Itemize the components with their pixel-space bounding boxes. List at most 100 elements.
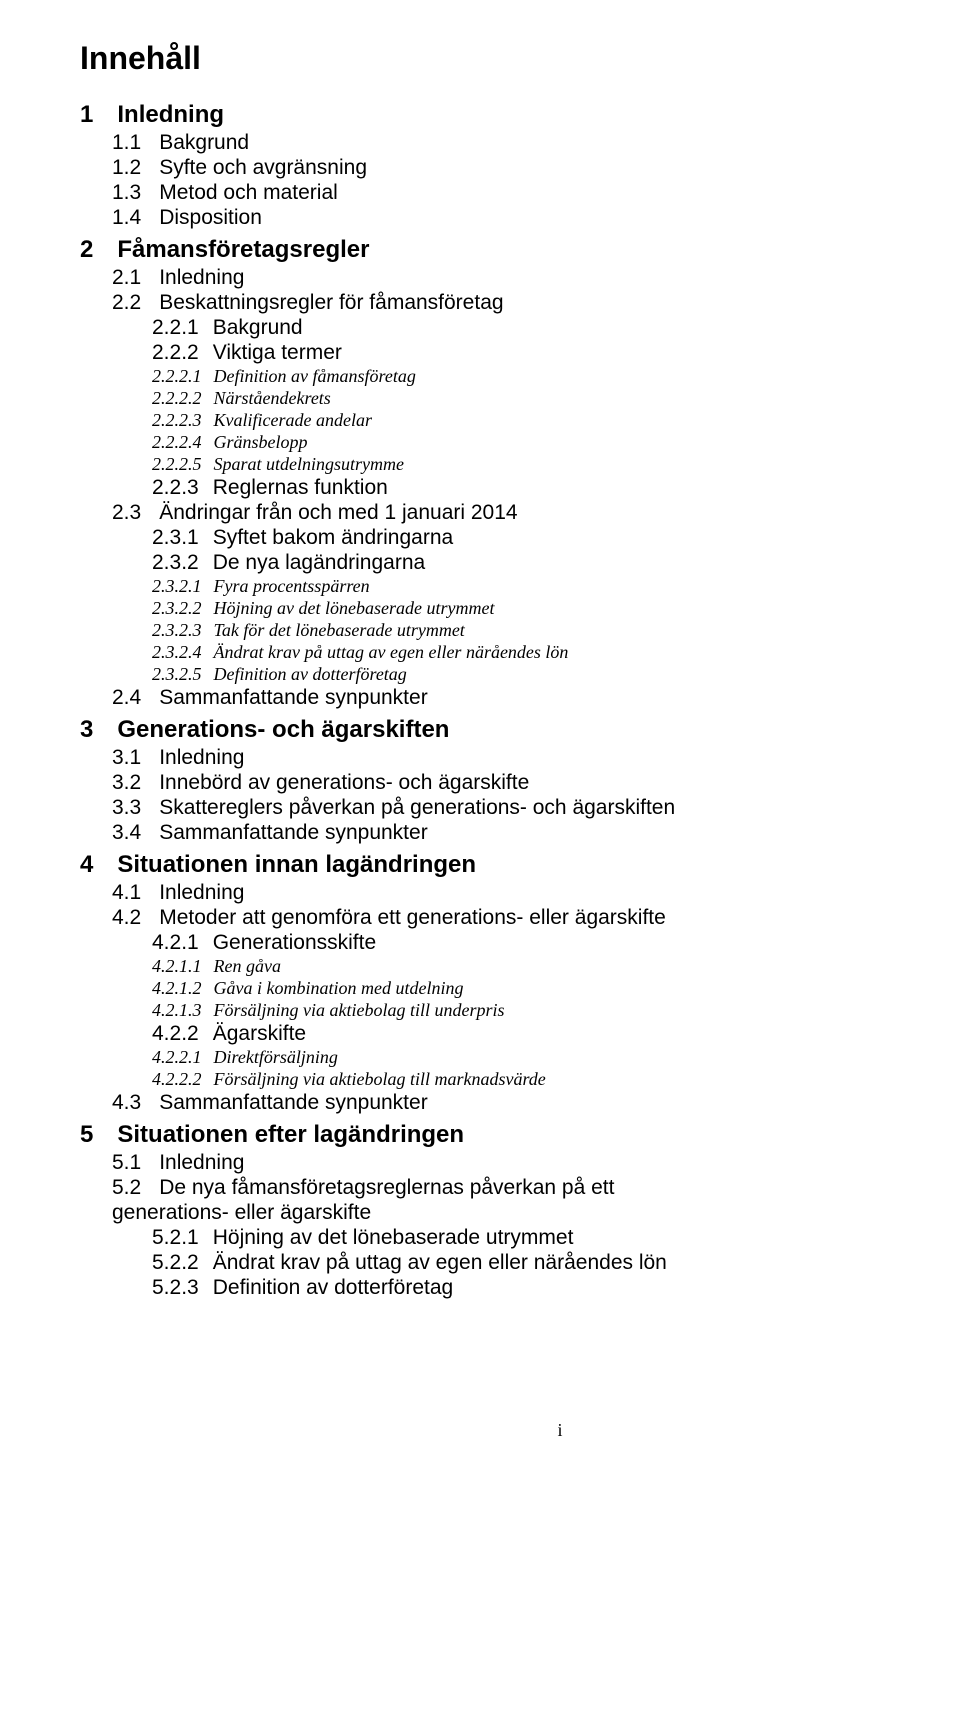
toc-label: Bakgrund — [159, 131, 249, 155]
toc-entry: 2.3.2.2 Höjning av det lönebaserade utrym… — [152, 598, 960, 619]
toc-number: 4.2.1 — [152, 931, 199, 955]
toc-label: Bakgrund — [213, 316, 303, 340]
toc-number: 4.2.2.2 — [152, 1069, 202, 1090]
toc-number: 4.2 — [112, 906, 141, 930]
toc-entry: 4.3Sammanfattande synpunkter29 — [112, 1091, 960, 1115]
toc-entry: 1.1Bakgrund1 — [112, 131, 960, 155]
toc-number: 4.2.2 — [152, 1022, 199, 1046]
toc-label: Tak för det lönebaserade utrymmet — [214, 620, 465, 641]
toc-number: 2.2.2.5 — [152, 454, 202, 475]
toc-number: 2.2 — [112, 291, 141, 315]
toc-number: 2.2.2 — [152, 341, 199, 365]
toc-number: 1.2 — [112, 156, 141, 180]
toc-number: 5 — [80, 1121, 93, 1149]
toc-entry: 4.2.1.2Gåva i kombination med utdelning2… — [152, 978, 960, 999]
toc-label: Försäljning via aktiebolag till marknads… — [214, 1069, 546, 1090]
toc-entry: 5.2De nya fåmansföretagsreglernas påverk… — [112, 1176, 960, 1200]
toc-label: Höjning av det lönebaserade utrymmet — [213, 1226, 574, 1250]
toc-label: Definition av dotterföretag — [213, 1276, 453, 1300]
toc-label: Definition av dotterföretag — [214, 664, 407, 685]
toc-number: 1.1 — [112, 131, 141, 155]
toc-entry: 1Inledning1 — [80, 101, 960, 129]
toc-number: 5.2.3 — [152, 1276, 199, 1300]
toc-label: Gränsbelopp — [214, 432, 308, 453]
toc-number: 2.1 — [112, 266, 141, 290]
toc-number: 4 — [80, 851, 93, 879]
toc-entry: 5.2.1 Höjning av det lönebaserade utrymme… — [152, 1226, 960, 1250]
toc-entry: 5Situationen efter lagändringen30 — [80, 1121, 960, 1149]
toc-label: Ändrat krav på uttag av egen eller näråe… — [213, 1251, 667, 1275]
toc-entry: 2.3.2.1Fyra procentsspärren12 — [152, 576, 960, 597]
toc-number: 1.4 — [112, 206, 141, 230]
toc-label: Fåmansföretagsregler — [117, 236, 369, 264]
toc-label: Gåva i kombination med utdelning — [214, 978, 464, 999]
toc-number: 2.3.2.5 — [152, 664, 202, 685]
toc-number: 2.3.1 — [152, 526, 199, 550]
toc-label: Ändrat krav på uttag av egen eller näråe… — [214, 642, 569, 663]
toc-number: 4.1 — [112, 881, 141, 905]
toc-entry: 2.3.2De nya lagändringarna12 — [152, 551, 960, 575]
toc-label: Beskattningsregler för fåmansföretag — [159, 291, 503, 315]
toc-label: Viktiga termer — [213, 341, 342, 365]
toc-number: 2.2.3 — [152, 476, 199, 500]
toc-number: 2.2.2.2 — [152, 388, 202, 409]
toc-number: 2.2.2.1 — [152, 366, 202, 387]
toc-label: Metoder att genomföra ett generations- e… — [159, 906, 666, 930]
toc-entry: 5.2.3Definition av dotterföretag32 — [152, 1276, 960, 1300]
toc-number: 2.3.2 — [152, 551, 199, 575]
toc-number: 2.2.2.4 — [152, 432, 202, 453]
toc-label: Ägarskifte — [213, 1022, 306, 1046]
toc-label: Syftet bakom ändringarna — [213, 526, 453, 550]
toc-number: 5.2.1 — [152, 1226, 199, 1250]
toc-label: Höjning av det lönebaserade utrymmet — [214, 598, 495, 619]
toc-entry: 2.3.2.3 Tak för det lönebaserade utrymmet… — [152, 620, 960, 641]
toc-label: Försäljning via aktiebolag till underpri… — [214, 1000, 505, 1021]
toc-label: Inledning — [159, 266, 244, 290]
toc-number: 2.2.1 — [152, 316, 199, 340]
toc-number: 5.1 — [112, 1151, 141, 1175]
toc-label: Närståendekrets — [214, 388, 331, 409]
toc-label: Reglernas funktion — [213, 476, 388, 500]
toc-number: 2.3 — [112, 501, 141, 525]
toc-entry: 2.1Inledning6 — [112, 266, 960, 290]
page-number-footer: i — [80, 1420, 960, 1441]
toc-number: 3.1 — [112, 746, 141, 770]
toc-label: Sammanfattande synpunkter — [159, 686, 428, 710]
toc-label: Fyra procentsspärren — [214, 576, 370, 597]
toc-number: 2.2.2.3 — [152, 410, 202, 431]
toc-label: generations- eller ägarskifte — [112, 1201, 371, 1225]
toc-number: 3.3 — [112, 796, 141, 820]
toc-entry: 4.2.2.1Direktförsäljning27 — [152, 1047, 960, 1068]
table-of-contents: 1Inledning11.1Bakgrund11.2Syfte och avgr… — [80, 101, 960, 1300]
toc-number: 2.3.2.2 — [152, 598, 202, 619]
toc-entry: 2.2Beskattningsregler för fåmansföretag6 — [112, 291, 960, 315]
toc-label: Situationen innan lagändringen — [117, 851, 476, 879]
toc-entry: 2.2.2.4Gränsbelopp8 — [152, 432, 960, 453]
toc-number: 2.3.2.3 — [152, 620, 202, 641]
toc-label: Inledning — [159, 1151, 244, 1175]
toc-label: Skattereglers påverkan på generations- o… — [159, 796, 675, 820]
toc-entry: 5.1Inledning30 — [112, 1151, 960, 1175]
toc-entry: 2.3Ändringar från och med 1 januari 2014… — [112, 501, 960, 525]
toc-number: 4.2.1.2 — [152, 978, 202, 999]
toc-label: Generationsskifte — [213, 931, 376, 955]
toc-label: Innebörd av generations- och ägarskifte — [159, 771, 529, 795]
toc-label: Sammanfattande synpunkter — [159, 821, 428, 845]
toc-label: Sammanfattande synpunkter — [159, 1091, 428, 1115]
toc-number: 4.2.2.1 — [152, 1047, 202, 1068]
toc-number: 5.2.2 — [152, 1251, 199, 1275]
toc-number: 3 — [80, 716, 93, 744]
toc-number: 2.4 — [112, 686, 141, 710]
page-title: Innehåll — [80, 40, 960, 77]
toc-entry: 4.2.1Generationsskifte21 — [152, 931, 960, 955]
toc-entry: 2.2.2.1Definition av fåmansföretag7 — [152, 366, 960, 387]
toc-entry: 4.2.1.3 Försäljning via aktiebolag till u… — [152, 1000, 960, 1021]
toc-entry: 2Fåmansföretagsregler6 — [80, 236, 960, 264]
toc-entry: 3.3 Skattereglers påverkan på generations… — [112, 796, 960, 820]
toc-entry: 4Situationen innan lagändringen21 — [80, 851, 960, 879]
toc-label: Direktförsäljning — [214, 1047, 338, 1068]
toc-entry: 2.3.2.4Ändrat krav på uttag av egen elle… — [152, 642, 960, 663]
toc-label: Ren gåva — [214, 956, 281, 977]
toc-entry: 4.2.2Ägarskifte27 — [152, 1022, 960, 1046]
toc-number: 4.2.1.3 — [152, 1000, 202, 1021]
